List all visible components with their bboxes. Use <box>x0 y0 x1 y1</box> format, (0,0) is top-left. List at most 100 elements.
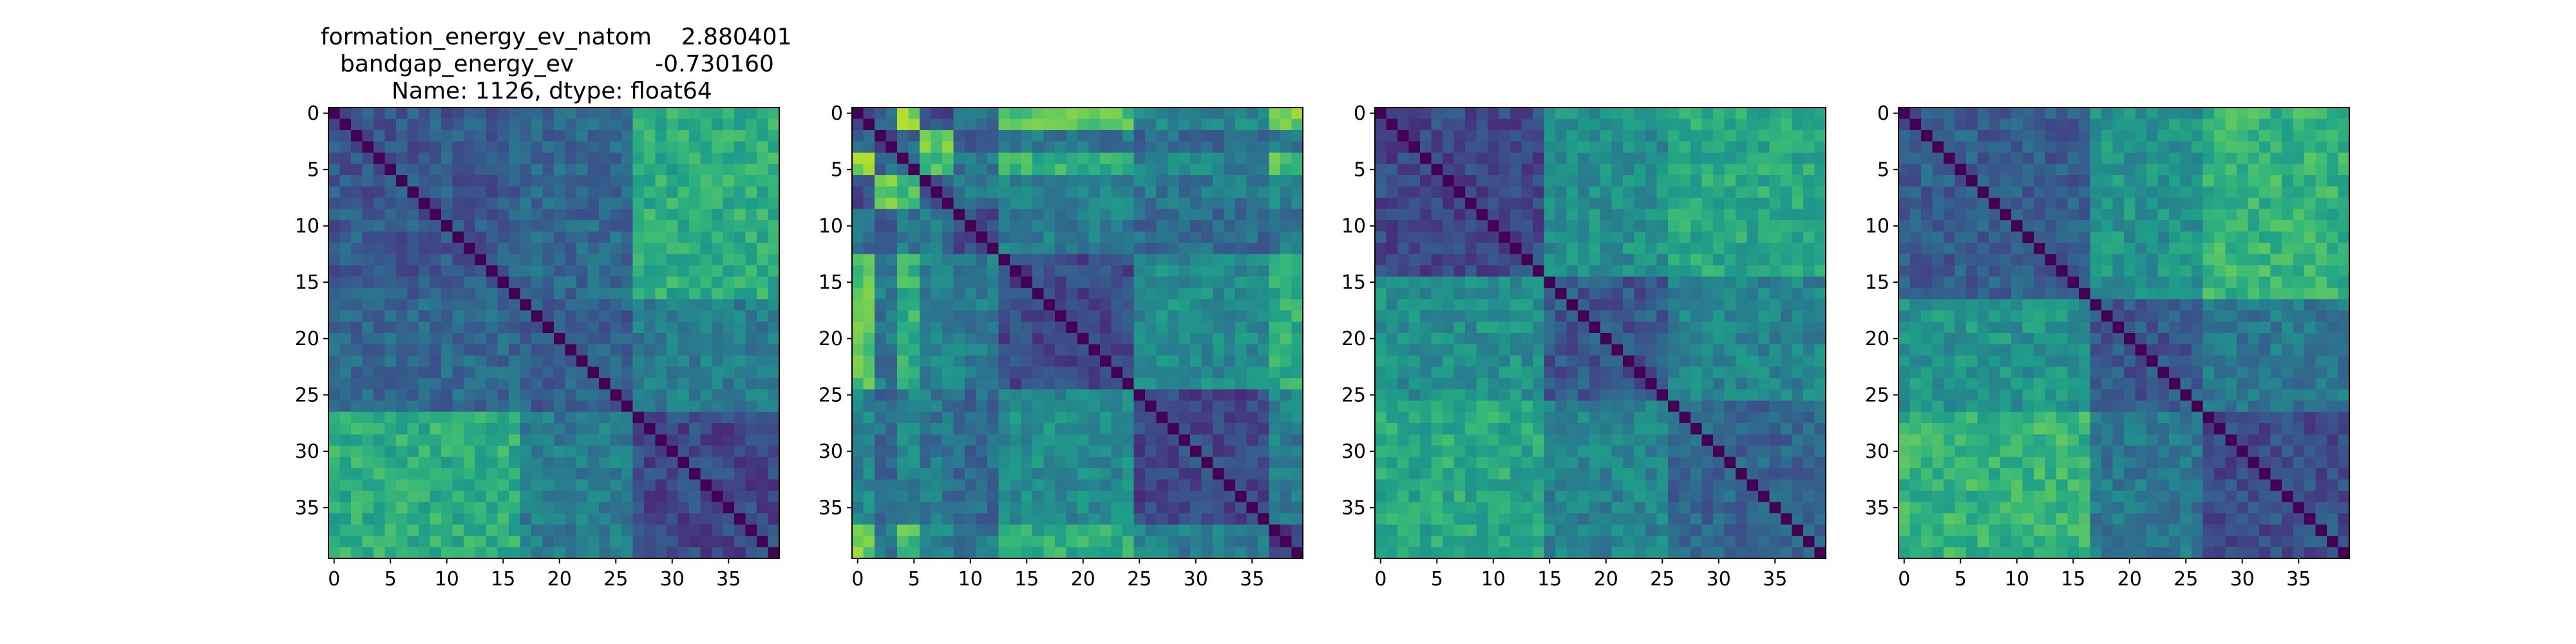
heatmap-cell <box>1213 299 1225 311</box>
heatmap-cell <box>1611 434 1624 446</box>
heatmap-cell <box>1814 175 1826 187</box>
heatmap-cell <box>1269 153 1281 165</box>
heatmap-cell <box>2124 108 2136 120</box>
heatmap-cell <box>1397 310 1410 323</box>
heatmap-cell <box>1179 254 1191 266</box>
heatmap-cell <box>1476 108 1488 120</box>
heatmap-cell <box>1701 446 1714 458</box>
heatmap-cell <box>1713 479 1725 491</box>
heatmap-cell <box>475 401 487 413</box>
heatmap-cell <box>1431 220 1443 232</box>
heatmap-cell <box>1280 524 1293 536</box>
heatmap-cell <box>852 355 864 368</box>
heatmap-cell <box>1100 378 1112 390</box>
heatmap-cell <box>897 457 909 469</box>
heatmap-cell <box>734 231 746 243</box>
heatmap-cell <box>1133 231 1146 243</box>
heatmap-cell <box>1168 265 1180 278</box>
heatmap-cell <box>2248 118 2260 131</box>
heatmap-cell <box>362 502 374 514</box>
heatmap-cell <box>1656 547 1669 559</box>
heatmap-cell <box>1781 457 1793 469</box>
heatmap-cell <box>2180 118 2192 131</box>
heatmap-cell <box>542 299 554 311</box>
heatmap-cell <box>987 164 999 176</box>
heatmap-cell <box>1701 355 1714 368</box>
heatmap-cell <box>1623 344 1635 356</box>
heatmap-cell <box>576 333 589 345</box>
heatmap-cell <box>1611 547 1624 559</box>
heatmap-cell <box>875 164 887 176</box>
heatmap-cell <box>931 186 943 198</box>
heatmap-cell <box>632 524 645 536</box>
heatmap-cell <box>1156 366 1168 379</box>
heatmap-cell <box>520 389 532 401</box>
heatmap-cell <box>542 254 554 266</box>
heatmap-cell <box>1122 231 1135 243</box>
heatmap-cell <box>509 276 521 289</box>
heatmap-cell <box>1510 333 1522 345</box>
heatmap-cell <box>351 164 363 176</box>
heatmap-cell <box>1758 243 1770 255</box>
heatmap-cell <box>976 118 988 131</box>
heatmap-cell <box>554 321 566 334</box>
heatmap-cell <box>475 175 487 187</box>
heatmap-cell <box>576 366 589 379</box>
heatmap-cell <box>1111 141 1123 153</box>
heatmap-cell <box>419 141 431 153</box>
heatmap-cell <box>1656 524 1669 536</box>
heatmap-cell <box>1679 198 1691 210</box>
heatmap-cell <box>1179 220 1191 232</box>
heatmap-cell <box>1077 457 1090 469</box>
heatmap-cell <box>1600 536 1613 548</box>
heatmap-cell <box>1521 310 1533 323</box>
heatmap-cell <box>897 355 909 368</box>
heatmap-cell <box>1408 423 1421 435</box>
heatmap-cell <box>1032 423 1045 435</box>
heatmap-cell <box>384 412 397 424</box>
heatmap-cell <box>920 299 932 311</box>
heatmap-cell <box>328 254 341 266</box>
heatmap-cell <box>1291 423 1303 435</box>
heatmap-cell <box>339 118 352 131</box>
heatmap-cell <box>998 130 1010 142</box>
heatmap-cell <box>1578 175 1590 187</box>
heatmap-cell <box>1258 344 1270 356</box>
heatmap-cell <box>1431 502 1443 514</box>
heatmap-cell <box>464 153 476 165</box>
heatmap-cell <box>1055 446 1067 458</box>
heatmap-cell <box>863 288 875 300</box>
x-tick-label: 5 <box>908 568 920 591</box>
heatmap-cell <box>1533 333 1545 345</box>
heatmap-cell <box>1555 491 1567 503</box>
heatmap-cell <box>441 321 453 334</box>
heatmap-cell <box>1213 164 1225 176</box>
heatmap-cell <box>1133 502 1146 514</box>
heatmap-cell <box>998 243 1010 255</box>
heatmap-cell <box>475 423 487 435</box>
heatmap-cell <box>1066 231 1078 243</box>
heatmap-cell <box>475 254 487 266</box>
heatmap-cell <box>1077 366 1090 379</box>
heatmap-cell <box>1133 412 1146 424</box>
heatmap-cell <box>1533 130 1545 142</box>
heatmap-cell <box>1280 434 1293 446</box>
heatmap-cell <box>1168 243 1180 255</box>
heatmap-cell <box>542 198 554 210</box>
heatmap-cell <box>554 198 566 210</box>
heatmap-cell <box>886 366 898 379</box>
heatmap-cell <box>1932 108 1944 120</box>
heatmap-cell <box>1736 389 1748 401</box>
heatmap-cell <box>1010 423 1022 435</box>
heatmap-cell <box>1690 130 1703 142</box>
heatmap-cell <box>396 524 408 536</box>
heatmap-cell <box>1066 457 1078 469</box>
heatmap-cell <box>1420 288 1432 300</box>
heatmap-cell <box>897 265 909 278</box>
heatmap-cell <box>1088 479 1101 491</box>
heatmap-cell <box>1645 366 1658 379</box>
heatmap-cell <box>509 457 521 469</box>
heatmap-cell <box>430 344 442 356</box>
heatmap-cell <box>723 491 735 503</box>
